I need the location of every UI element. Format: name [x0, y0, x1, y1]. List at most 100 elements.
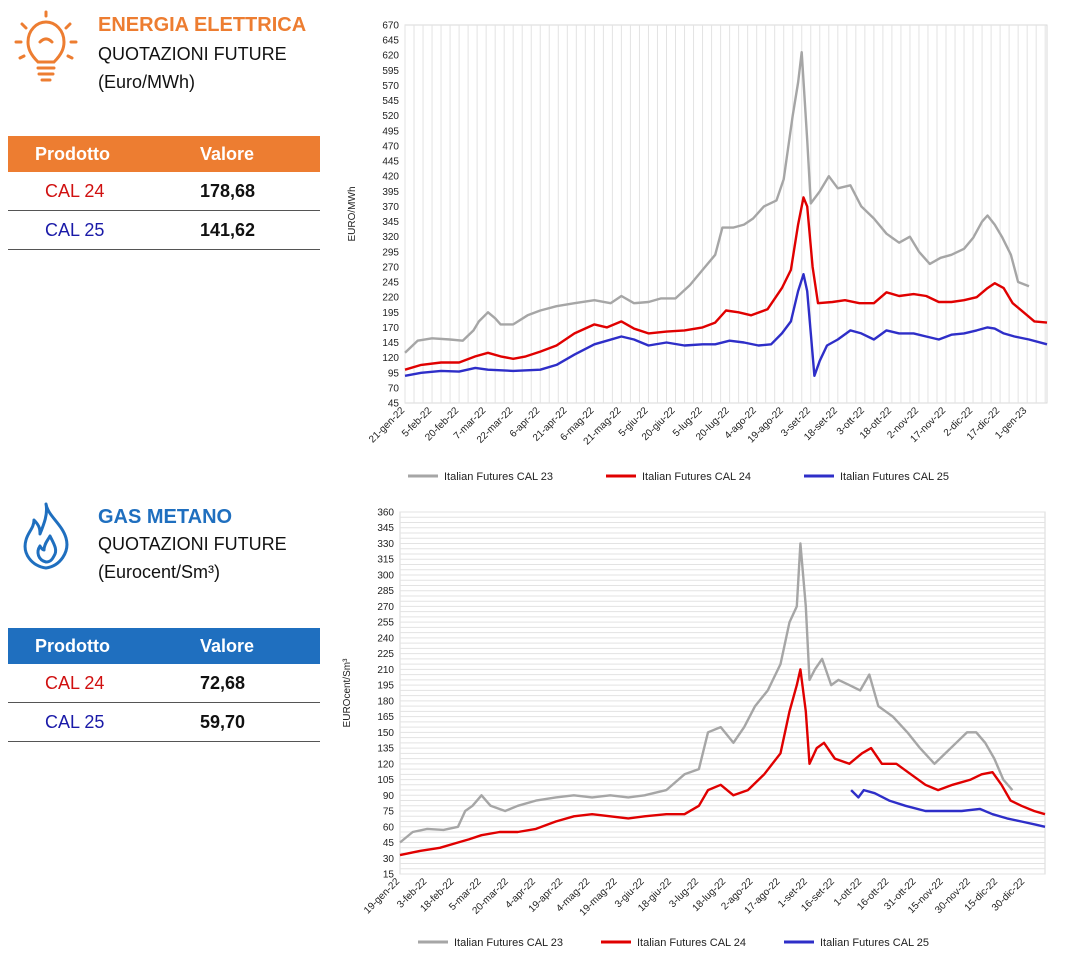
y-tick-label: 180 [377, 696, 394, 707]
legend-entry: Italian Futures CAL 23 [454, 937, 563, 949]
y-tick-label: 45 [383, 838, 395, 849]
y-tick-label: 520 [382, 111, 399, 122]
y-tick-label: 345 [377, 523, 394, 534]
product-cal25: CAL 25 [8, 702, 200, 742]
y-axis: 15 30 45 60 75 90 105 120 135 150 165 180 195 210 225 2… [377, 508, 394, 881]
y-tick-label: 135 [377, 744, 394, 755]
table-row: CAL 24 72,68 [8, 664, 320, 703]
y-tick-label: 445 [382, 157, 399, 168]
gas-price-chart: 15 30 45 60 75 90 105 120 135 150 165 180 195 210 225 2… [342, 508, 1046, 949]
y-tick-label: 370 [382, 202, 399, 213]
legend-entry: Italian Futures CAL 24 [642, 471, 751, 483]
y-axis: 45 70 95 120 145 170 195 220 245 270 295 320 345 370 3… [382, 21, 399, 410]
legend-entry: Italian Futures CAL 24 [637, 937, 746, 949]
x-axis: 19-gen-223-feb-2218-feb-225-mar-2220-mar… [362, 876, 1027, 918]
y-tick-label: 60 [383, 822, 395, 833]
header-value: Valore [200, 635, 255, 656]
y-tick-label: 495 [382, 126, 399, 137]
table-row: CAL 25 59,70 [8, 702, 320, 742]
electricity-title: ENERGIA ELETTRICA [98, 14, 307, 36]
x-axis: 21-gen-225-feb-2220-feb-227-mar-2222-mar… [367, 405, 1029, 447]
y-tick-label: 70 [388, 383, 400, 394]
gas-unit: (Eurocent/Sm³) [98, 562, 221, 582]
y-tick-label: 360 [377, 508, 394, 519]
y-tick-label: 420 [382, 172, 399, 183]
x-tick-label: 21-gen-22 [367, 405, 407, 445]
product-cal25: CAL 25 [8, 210, 200, 250]
gas-quote-table: Prodotto Valore CAL 24 72,68 CAL 25 59,7… [8, 628, 320, 742]
table-row: CAL 25 141,62 [8, 210, 320, 250]
series-line [404, 196, 1048, 371]
series-line [399, 542, 1014, 844]
y-tick-label: 95 [388, 368, 400, 379]
gas-title: GAS METANO [98, 506, 233, 528]
value-cal25: 141,62 [200, 210, 320, 250]
gas-subtitle: QUOTAZIONI FUTURE [98, 534, 287, 554]
y-tick-label: 240 [377, 633, 394, 644]
y-tick-label: 285 [377, 586, 394, 597]
y-tick-label: 220 [382, 293, 399, 304]
y-tick-label: 245 [382, 278, 399, 289]
legend: Italian Futures CAL 23 Italian Futures CA… [408, 471, 949, 483]
y-tick-label: 295 [382, 247, 399, 258]
flame-icon [10, 500, 90, 580]
y-tick-label: 270 [382, 262, 399, 273]
y-tick-label: 545 [382, 96, 399, 107]
legend-entry: Italian Futures CAL 25 [820, 937, 929, 949]
grid [404, 25, 1046, 403]
product-cal24: CAL 24 [8, 664, 200, 703]
table-header: Prodotto Valore [8, 136, 320, 172]
y-tick-label: 270 [377, 602, 394, 613]
y-tick-label: 120 [377, 759, 394, 770]
y-tick-label: 320 [382, 232, 399, 243]
series-line [850, 788, 1046, 828]
y-tick-label: 120 [382, 353, 399, 364]
plot-area [404, 24, 1048, 404]
y-tick-label: 315 [377, 555, 394, 566]
y-tick-label: 210 [377, 665, 394, 676]
value-cal24: 72,68 [200, 664, 320, 703]
y-tick-label: 595 [382, 66, 399, 77]
y-tick-label: 90 [383, 791, 395, 802]
y-tick-label: 150 [377, 728, 394, 739]
y-tick-label: 75 [383, 807, 395, 818]
y-tick-label: 195 [377, 681, 394, 692]
y-tick-label: 300 [377, 570, 394, 581]
y-tick-label: 620 [382, 51, 399, 62]
y-tick-label: 45 [388, 399, 400, 410]
plot-area [399, 511, 1046, 875]
y-tick-label: 145 [382, 338, 399, 349]
electricity-price-chart: 45 70 95 120 145 170 195 220 245 270 295 320 345 370 3… [347, 21, 1048, 483]
electricity-unit: (Euro/MWh) [98, 72, 196, 92]
x-tick-label: 19-gen-22 [362, 876, 402, 916]
y-tick-label: 345 [382, 217, 399, 228]
y-tick-label: 105 [377, 775, 394, 786]
series-line [399, 668, 1046, 857]
y-tick-label: 195 [382, 308, 399, 319]
header-value: Valore [200, 143, 255, 164]
y-tick-label: 15 [383, 870, 395, 881]
product-cal24: CAL 24 [8, 172, 200, 211]
legend-entry: Italian Futures CAL 23 [444, 471, 553, 483]
y-tick-label: 225 [377, 649, 394, 660]
y-tick-label: 170 [382, 323, 399, 334]
value-cal25: 59,70 [200, 702, 320, 742]
legend: Italian Futures CAL 23 Italian Futures CA… [418, 937, 929, 949]
y-tick-label: 330 [377, 539, 394, 550]
table-header: Prodotto Valore [8, 628, 320, 664]
series-line [404, 273, 1048, 377]
electricity-quote-table: Prodotto Valore CAL 24 178,68 CAL 25 141… [8, 136, 320, 250]
header-product: Prodotto [35, 635, 110, 656]
y-tick-label: 395 [382, 187, 399, 198]
y-tick-label: 645 [382, 36, 399, 47]
series-line [404, 51, 1030, 354]
table-row: CAL 24 178,68 [8, 172, 320, 211]
electricity-subtitle: QUOTAZIONI FUTURE [98, 44, 287, 64]
y-axis-label: EUROcent/Sm³ [342, 658, 353, 728]
y-axis-label: EURO/MWh [347, 187, 358, 242]
header-product: Prodotto [35, 143, 110, 164]
lightbulb-icon [10, 10, 90, 90]
y-tick-label: 30 [383, 854, 395, 865]
y-tick-label: 670 [382, 21, 399, 32]
y-tick-label: 470 [382, 141, 399, 152]
